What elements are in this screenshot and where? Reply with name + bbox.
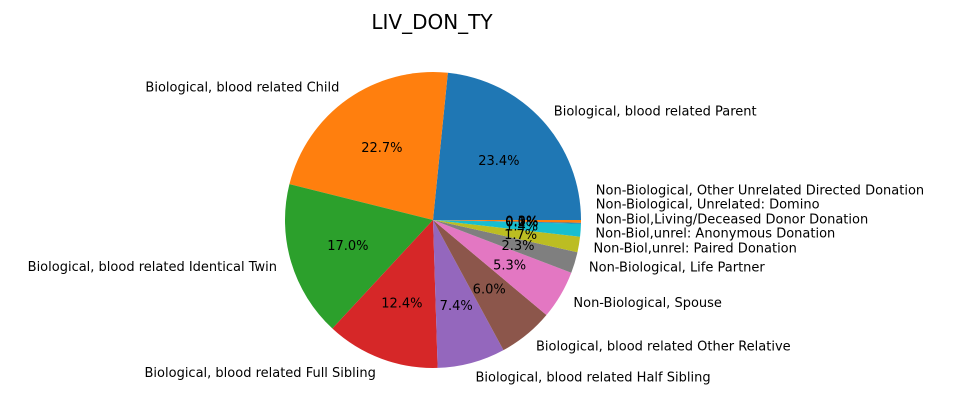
label-non-biol-living-deceased-donor-donation: Non-Biol,Living/Deceased Donor Donation: [596, 213, 868, 228]
pct-label-non-biological-other-unrelated-directed-donation: 0.3%: [505, 214, 538, 229]
slice-non-biol-living-deceased-donor-donation: [433, 220, 581, 224]
chart-title: LIV_DON_TY: [371, 10, 493, 34]
slice-biological-blood-related-other-relative: [433, 220, 547, 351]
label-non-biological-spouse: Non-Biological, Spouse: [573, 296, 722, 311]
label-biological-blood-related-other-relative: Biological, blood related Other Relative: [536, 340, 791, 355]
label-non-biological-life-partner: Non-Biological, Life Partner: [589, 260, 766, 275]
slice-non-biol-unrel-anonymous-donation: [433, 220, 581, 237]
pct-label-non-biol-unrel-anonymous-donation: 1.4%: [505, 220, 538, 235]
pct-label-non-biological-spouse: 5.3%: [493, 259, 526, 274]
pct-label-biological-blood-related-child: 22.7%: [361, 141, 402, 156]
label-biological-blood-related-identical-twin: Biological, blood related Identical Twin: [28, 260, 277, 275]
pct-label-biological-blood-related-half-sibling: 7.4%: [440, 299, 473, 314]
pct-label-non-biol-unrel-paired-donation: 1.7%: [504, 228, 537, 243]
pct-label-biological-blood-related-identical-twin: 17.0%: [327, 239, 368, 254]
label-biological-blood-related-full-sibling: Biological, blood related Full Sibling: [145, 366, 376, 381]
slice-non-biological-spouse: [433, 220, 572, 316]
label-biological-blood-related-half-sibling: Biological, blood related Half Sibling: [476, 371, 711, 386]
pct-label-non-biological-unrelated-domino: 0.0%: [505, 215, 538, 230]
pct-label-non-biological-life-partner: 2.3%: [501, 239, 534, 254]
percent-labels: 23.4% 22.7% 17.0% 12.4% 7.4%6.0% 5.3% 2.3%1.7%…: [327, 141, 538, 314]
label-biological-blood-related-parent: Biological, blood related Parent: [554, 104, 757, 119]
slice-biological-blood-related-child: [289, 72, 448, 220]
slice-non-biol-unrel-paired-donation: [433, 220, 581, 253]
label-non-biological-other-unrelated-directed-donation: Non-Biological, Other Unrelated Directed…: [596, 184, 924, 199]
label-biological-blood-related-child: Biological, blood related Child: [145, 80, 339, 95]
slice-biological-blood-related-full-sibling: [332, 220, 438, 369]
label-non-biol-unrel-paired-donation: Non-Biol,unrel: Paired Donation: [594, 242, 797, 257]
pct-label-biological-blood-related-parent: 23.4%: [478, 154, 519, 169]
slice-biological-blood-related-parent: [433, 72, 581, 220]
slice-non-biological-life-partner: [433, 220, 578, 273]
slice-non-biological-other-unrelated-directed-donation: [433, 220, 581, 223]
pct-label-non-biol-living-deceased-donor-donation: 0.1%: [505, 216, 538, 231]
pct-label-biological-blood-related-full-sibling: 12.4%: [381, 297, 422, 312]
pie-slices: [285, 72, 581, 369]
label-non-biol-unrel-anonymous-donation: Non-Biol,unrel: Anonymous Donation: [595, 227, 835, 242]
slice-biological-blood-related-identical-twin: [285, 184, 433, 329]
slice-labels: Biological, blood related Parent Biologic…: [28, 80, 924, 385]
slice-biological-blood-related-half-sibling: [433, 220, 504, 368]
label-non-biological-unrelated-domino: Non-Biological, Unrelated: Domino: [596, 198, 820, 213]
pct-label-biological-blood-related-other-relative: 6.0%: [473, 282, 506, 297]
